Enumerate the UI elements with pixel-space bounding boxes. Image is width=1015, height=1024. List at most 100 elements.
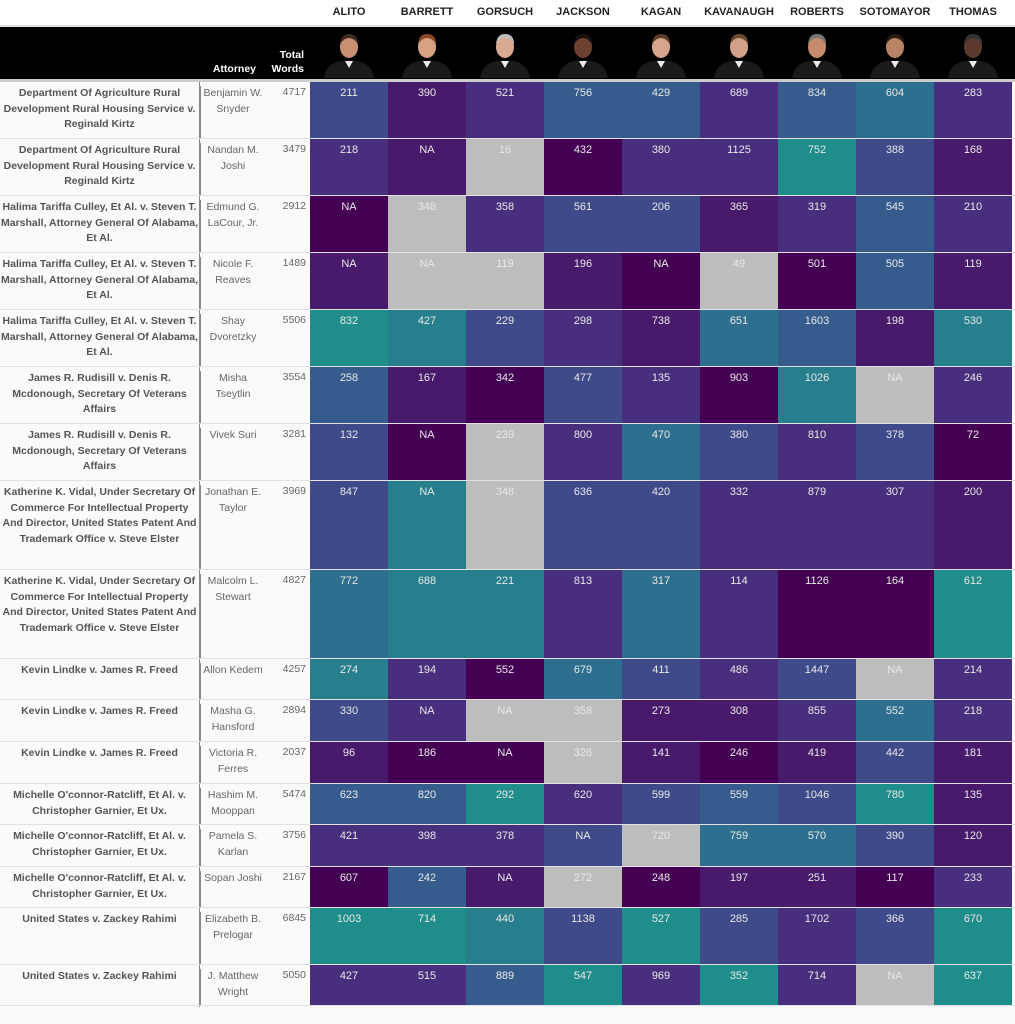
cell-value: 218 xyxy=(963,705,983,717)
heatmap-cell-gorsuch: NA xyxy=(466,742,544,783)
attorney-name: Masha G. Hansford xyxy=(200,704,265,741)
justice-portrait-barrett xyxy=(388,30,466,78)
table-row: Halima Tariffa Culley, Et Al. v. Steven … xyxy=(0,196,1015,253)
cell-value: 486 xyxy=(729,664,749,676)
cell-value: 521 xyxy=(495,87,515,99)
heatmap-cell-thomas: 670 xyxy=(934,908,1012,964)
case-name: Kevin Lindke v. James R. Freed xyxy=(21,705,178,717)
heatmap-cell-gorsuch: 229 xyxy=(466,310,544,366)
cell-value: 120 xyxy=(963,830,983,842)
heatmap-cell-barrett: 167 xyxy=(388,367,466,423)
heatmap-cell-roberts: 419 xyxy=(778,742,856,783)
heatmap-cell-roberts: 752 xyxy=(778,139,856,195)
cell-value: 637 xyxy=(963,970,983,982)
cell-value: 651 xyxy=(729,315,749,327)
total-words-header-line1: Total xyxy=(279,49,304,61)
cell-value: 141 xyxy=(651,747,671,759)
total-words: 2912 xyxy=(282,200,306,212)
total-words: 4717 xyxy=(282,86,306,98)
cell-value: 298 xyxy=(573,315,593,327)
cell-value: 1046 xyxy=(804,789,830,801)
heatmap-cell-kagan: 273 xyxy=(622,700,700,741)
cell-value: 559 xyxy=(729,789,749,801)
cell-value: 612 xyxy=(963,575,983,587)
heatmap-cell-roberts: 1702 xyxy=(778,908,856,964)
attorney-name: Malcolm L. Stewart xyxy=(200,574,265,658)
cell-value: 272 xyxy=(573,872,593,884)
heatmap-cell-barrett: 820 xyxy=(388,784,466,824)
heatmap-cell-jackson: 298 xyxy=(544,310,622,366)
heatmap-cell-alito: 132 xyxy=(310,424,388,480)
cell-value: NA xyxy=(887,372,903,384)
cell-value: 427 xyxy=(417,315,437,327)
cell-value: 292 xyxy=(495,789,515,801)
heatmap-cell-jackson: 813 xyxy=(544,570,622,658)
cell-value: 688 xyxy=(417,575,437,587)
table-row: Katherine K. Vidal, Under Secretary Of C… xyxy=(0,570,1015,659)
table-row: Department Of Agriculture Rural Developm… xyxy=(0,139,1015,196)
cell-value: 96 xyxy=(342,747,356,759)
case-name: Department Of Agriculture Rural Developm… xyxy=(3,144,196,187)
heatmap-cell-thomas: 637 xyxy=(934,965,1012,1005)
cell-value: 206 xyxy=(651,201,671,213)
heatmap-cell-kavanaugh: 486 xyxy=(700,659,778,699)
cell-value: NA xyxy=(497,747,513,759)
heatmap-cell-barrett: 714 xyxy=(388,908,466,964)
heatmap-cell-jackson: 561 xyxy=(544,196,622,252)
heatmap-cell-kagan: 429 xyxy=(622,82,700,138)
heatmap-cell-kagan: 599 xyxy=(622,784,700,824)
cell-value: NA xyxy=(419,144,435,156)
heatmap-cell-sotomayor: 307 xyxy=(856,481,934,569)
table-row: Michelle O'connor-Ratcliff, Et Al. v. Ch… xyxy=(0,784,1015,825)
cell-value: 505 xyxy=(885,258,905,270)
table-row: Michelle O'connor-Ratcliff, Et Al. v. Ch… xyxy=(0,867,1015,908)
cell-value: 168 xyxy=(963,144,983,156)
cell-value: 429 xyxy=(651,87,671,99)
justice-name-kavanaugh: KAVANAUGH xyxy=(704,6,774,18)
cell-value: 210 xyxy=(963,201,983,213)
total-words: 3479 xyxy=(282,143,306,155)
cell-value: 547 xyxy=(573,970,593,982)
cell-value: 181 xyxy=(963,747,983,759)
heatmap-cell-barrett: 398 xyxy=(388,825,466,866)
heatmap-cell-kavanaugh: 352 xyxy=(700,965,778,1005)
justice-portrait-roberts xyxy=(778,30,856,78)
heatmap-cell-thomas: 181 xyxy=(934,742,1012,783)
cell-value: 752 xyxy=(807,144,827,156)
heatmap-cell-kagan: 248 xyxy=(622,867,700,907)
total-words: 2167 xyxy=(282,871,306,883)
cell-value: 378 xyxy=(885,429,905,441)
cell-value: 515 xyxy=(417,970,437,982)
heatmap-cell-jackson: 196 xyxy=(544,253,622,309)
cell-value: 1447 xyxy=(804,664,830,676)
cell-value: 198 xyxy=(885,315,905,327)
cell-value: 365 xyxy=(729,201,749,213)
cell-value: 388 xyxy=(885,144,905,156)
heatmap-cell-kavanaugh: 332 xyxy=(700,481,778,569)
heatmap-cell-gorsuch: 440 xyxy=(466,908,544,964)
heatmap-cell-kavanaugh: 246 xyxy=(700,742,778,783)
attorney-name: Elizabeth B. Prelogar xyxy=(200,912,265,964)
heatmap-cell-sotomayor: 378 xyxy=(856,424,934,480)
justice-name-kagan: KAGAN xyxy=(640,6,682,18)
heatmap-cell-roberts: 1026 xyxy=(778,367,856,423)
total-words: 2037 xyxy=(282,746,306,758)
heatmap-cell-jackson: 326 xyxy=(544,742,622,783)
cell-value: 258 xyxy=(339,372,359,384)
heatmap-cell-gorsuch: 221 xyxy=(466,570,544,658)
cell-value: 780 xyxy=(885,789,905,801)
case-name: Halima Tariffa Culley, Et Al. v. Steven … xyxy=(0,315,199,358)
cell-value: 348 xyxy=(417,201,437,213)
table-row: James R. Rudisill v. Denis R. Mcdonough,… xyxy=(0,367,1015,424)
cell-value: 197 xyxy=(729,872,749,884)
cell-value: NA xyxy=(887,970,903,982)
cell-value: 969 xyxy=(651,970,671,982)
heatmap-cell-thomas: 119 xyxy=(934,253,1012,309)
heatmap-cell-alito: 274 xyxy=(310,659,388,699)
case-name: Katherine K. Vidal, Under Secretary Of C… xyxy=(2,575,197,634)
cell-value: 527 xyxy=(651,913,671,925)
heatmap-cell-roberts: 570 xyxy=(778,825,856,866)
heatmap-cell-kavanaugh: 689 xyxy=(700,82,778,138)
heatmap-cell-alito: 96 xyxy=(310,742,388,783)
heatmap-cell-kavanaugh: 559 xyxy=(700,784,778,824)
